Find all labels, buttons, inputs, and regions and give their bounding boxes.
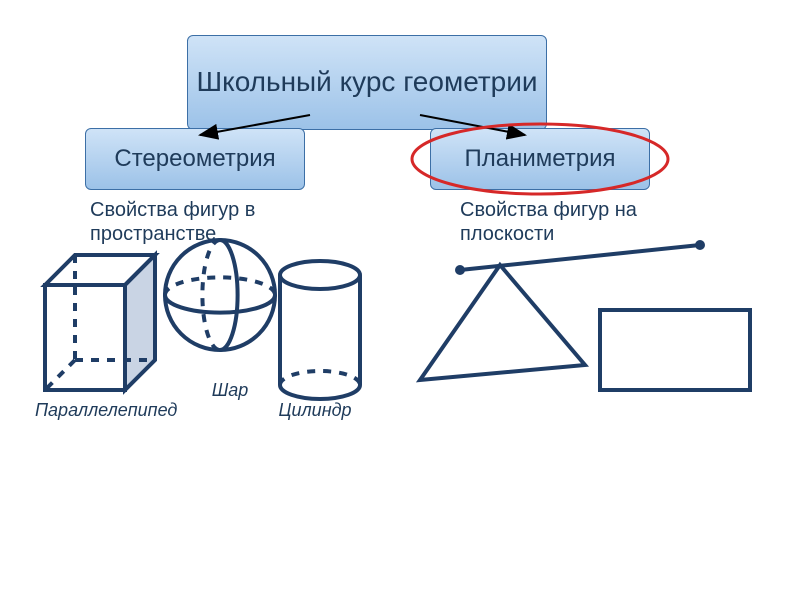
- stereometry-label: Стереометрия: [114, 145, 275, 173]
- stereometry-desc-text: Свойства фигур в пространстве: [90, 199, 255, 245]
- title-text: Школьный курс геометрии: [196, 66, 537, 98]
- planimetry-desc-text: Свойства фигур на плоскости: [460, 199, 637, 245]
- rectangle-shape: [600, 310, 750, 390]
- sphere-equator-front: [165, 295, 275, 313]
- parallelepiped-label-text: Параллелепипед: [35, 400, 177, 420]
- cylinder-bottom-front: [280, 385, 360, 399]
- stereometry-box: Стереометрия: [85, 128, 305, 190]
- segment-endpoint: [455, 265, 465, 275]
- parallelepiped-top: [45, 255, 155, 285]
- planimetry-description: Свойства фигур на плоскости: [460, 198, 700, 246]
- planimetry-label: Планиметрия: [464, 145, 615, 173]
- cylinder-bottom-back: [280, 371, 360, 385]
- title-box: Школьный курс геометрии: [187, 35, 547, 130]
- sphere-equator-back: [165, 277, 275, 295]
- line-segment: [460, 245, 700, 270]
- sphere-label: Шар: [200, 380, 260, 402]
- sphere-label-text: Шар: [212, 380, 249, 400]
- stereometry-description: Свойства фигур в пространстве: [90, 198, 330, 246]
- parallelepiped-label: Параллелепипед: [35, 400, 175, 422]
- parallelepiped-front: [45, 285, 125, 390]
- triangle-shape: [420, 265, 585, 380]
- sphere-outline: [165, 240, 275, 350]
- cylinder-label: Цилиндр: [265, 400, 365, 422]
- parallelepiped-hidden-edge2: [45, 360, 75, 390]
- sphere-meridian-front: [220, 240, 238, 350]
- planimetry-box: Планиметрия: [430, 128, 650, 190]
- parallelepiped-side: [125, 255, 155, 390]
- cylinder-top: [280, 261, 360, 289]
- cylinder-label-text: Цилиндр: [278, 400, 351, 420]
- sphere-meridian-back: [202, 240, 220, 350]
